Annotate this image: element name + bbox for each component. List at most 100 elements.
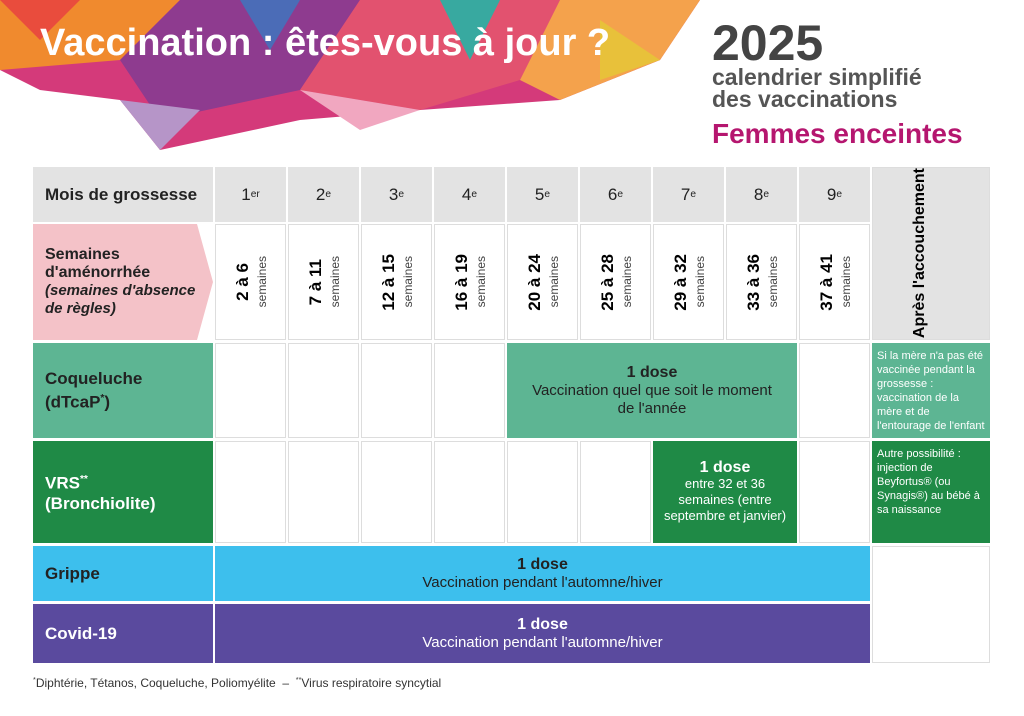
dose: 1 dose (626, 363, 678, 381)
empty-cell (361, 343, 432, 438)
month-suffix: e (763, 189, 770, 200)
row-label: Coqueluche (dTcaP*) (33, 343, 213, 438)
sup: ** (295, 675, 302, 684)
weeks-range: 2 à 6 (232, 263, 252, 301)
dose-detail: Vaccination quel que soit le moment de l… (532, 381, 772, 417)
dose-bar: 1 dose Vaccination pendant l'automne/hive… (215, 604, 870, 663)
month-label: Mois de grossesse (33, 167, 213, 222)
weeks-cell: 37 à 41 semaines (799, 224, 870, 340)
weeks-unit: semaines (619, 256, 634, 308)
dose-bar: 1 dose Vaccination quel que soit le momen… (507, 343, 797, 438)
dose-detail: Vaccination pendant l'automne/hiver (422, 633, 663, 651)
footnote-text: Virus respiratoire syncytial (301, 676, 442, 690)
month-number: 8 (753, 184, 764, 204)
weeks-unit: semaines (546, 256, 561, 308)
weeks-cell: 2 à 6 semaines (215, 224, 286, 340)
vaccine-name: VRS (45, 473, 80, 493)
sup: * (100, 392, 105, 404)
year: 2025 (712, 15, 824, 71)
row-label: VRS** (Bronchiolite) (33, 441, 213, 543)
subtitle-line: des vaccinations (712, 86, 898, 112)
month-number: 6 (607, 184, 618, 204)
weeks-cell: 33 à 36 semaines (726, 224, 797, 340)
dose-detail: Vaccination pendant l'automne/hiver (422, 573, 663, 591)
weeks-cell: 29 à 32 semaines (653, 224, 724, 340)
weeks-cell: 16 à 19 semaines (434, 224, 505, 340)
empty-cell (799, 343, 870, 438)
dose: 1 dose (699, 459, 751, 476)
after-note: Autre possibilité : injection de Beyfort… (872, 441, 990, 543)
month-number: 4 (461, 184, 472, 204)
after-label: Après l'accouchement (911, 168, 928, 339)
dose-bar: 1 dose entre 32 et 36 semaines (entre sep… (653, 441, 797, 543)
dose-detail: entre 32 et 36 semaines (entre septembre… (663, 476, 787, 523)
dose: 1 dose (517, 555, 568, 573)
empty-cell (288, 343, 359, 438)
month-number: 7 (680, 184, 691, 204)
mosaic (0, 0, 700, 150)
weeks-cell: 12 à 15 semaines (361, 224, 432, 340)
weeks-range: 7 à 11 (305, 258, 325, 306)
vaccine-name: (Bronchiolite) (45, 493, 156, 513)
dose: 1 dose (517, 615, 568, 633)
month-suffix: e (836, 189, 843, 200)
empty-cell (434, 343, 505, 438)
month-suffix: er (250, 189, 260, 200)
weeks-unit: semaines (327, 256, 342, 308)
after-note: Si la mère n'a pas été vaccinée pendant … (872, 343, 990, 438)
weeks-range: 29 à 32 (670, 253, 690, 311)
weeks-label-box: Semaines d'aménorrhée (semaines d'absence… (33, 224, 203, 340)
after-header: Après l'accouchement (872, 167, 990, 340)
month-suffix: e (398, 189, 405, 200)
weeks-range: 37 à 41 (816, 253, 836, 311)
weeks-cell: 7 à 11 semaines (288, 224, 359, 340)
weeks-unit: semaines (692, 256, 707, 308)
weeks-unit: semaines (838, 256, 853, 308)
weeks-label: Semaines d'aménorrhée (45, 246, 151, 281)
vaccine-code: (dTcaP (45, 392, 101, 412)
empty-cell (507, 441, 578, 543)
weeks-unit: semaines (400, 256, 415, 308)
dose-bar: 1 dose Vaccination pendant l'automne/hive… (215, 546, 870, 601)
month-number: 3 (388, 184, 399, 204)
footnote-text: Diphtérie, Tétanos, Coqueluche, Poliomyé… (35, 676, 276, 690)
weeks-unit: semaines (254, 256, 269, 308)
month-suffix: e (325, 189, 332, 200)
weeks-unit: semaines (765, 256, 780, 308)
empty-cell (215, 441, 286, 543)
after-empty (872, 546, 990, 663)
subtitle: calendrier simplifié des vaccinations (712, 66, 922, 112)
separator: – (282, 676, 290, 690)
month-number: 9 (826, 184, 837, 204)
weeks-range: 25 à 28 (597, 253, 617, 311)
weeks-range: 16 à 19 (451, 253, 471, 311)
empty-cell (580, 441, 651, 543)
weeks-range: 12 à 15 (378, 253, 398, 311)
vaccine-code: ) (104, 392, 111, 412)
month-number: 1 (241, 184, 251, 204)
row-label: Grippe (33, 546, 213, 601)
month-number: 5 (534, 184, 545, 204)
empty-cell (434, 441, 505, 543)
weeks-cell: 25 à 28 semaines (580, 224, 651, 340)
vaccine-name: Coqueluche (45, 368, 143, 388)
month-suffix: e (471, 189, 478, 200)
footnote: *Diphtérie, Tétanos, Coqueluche, Poliomy… (33, 675, 441, 690)
row-label: Covid-19 (33, 604, 213, 663)
weeks-range: 33 à 36 (743, 253, 763, 311)
empty-cell (361, 441, 432, 543)
sup: ** (79, 474, 88, 486)
sup: * (33, 675, 36, 684)
month-number: 2 (315, 184, 326, 204)
weeks-unit: semaines (473, 256, 488, 308)
weeks-range: 20 à 24 (524, 253, 544, 311)
weeks-note: (semaines d'absence de règles) (45, 282, 196, 317)
empty-cell (215, 343, 286, 438)
month-suffix: e (544, 189, 551, 200)
